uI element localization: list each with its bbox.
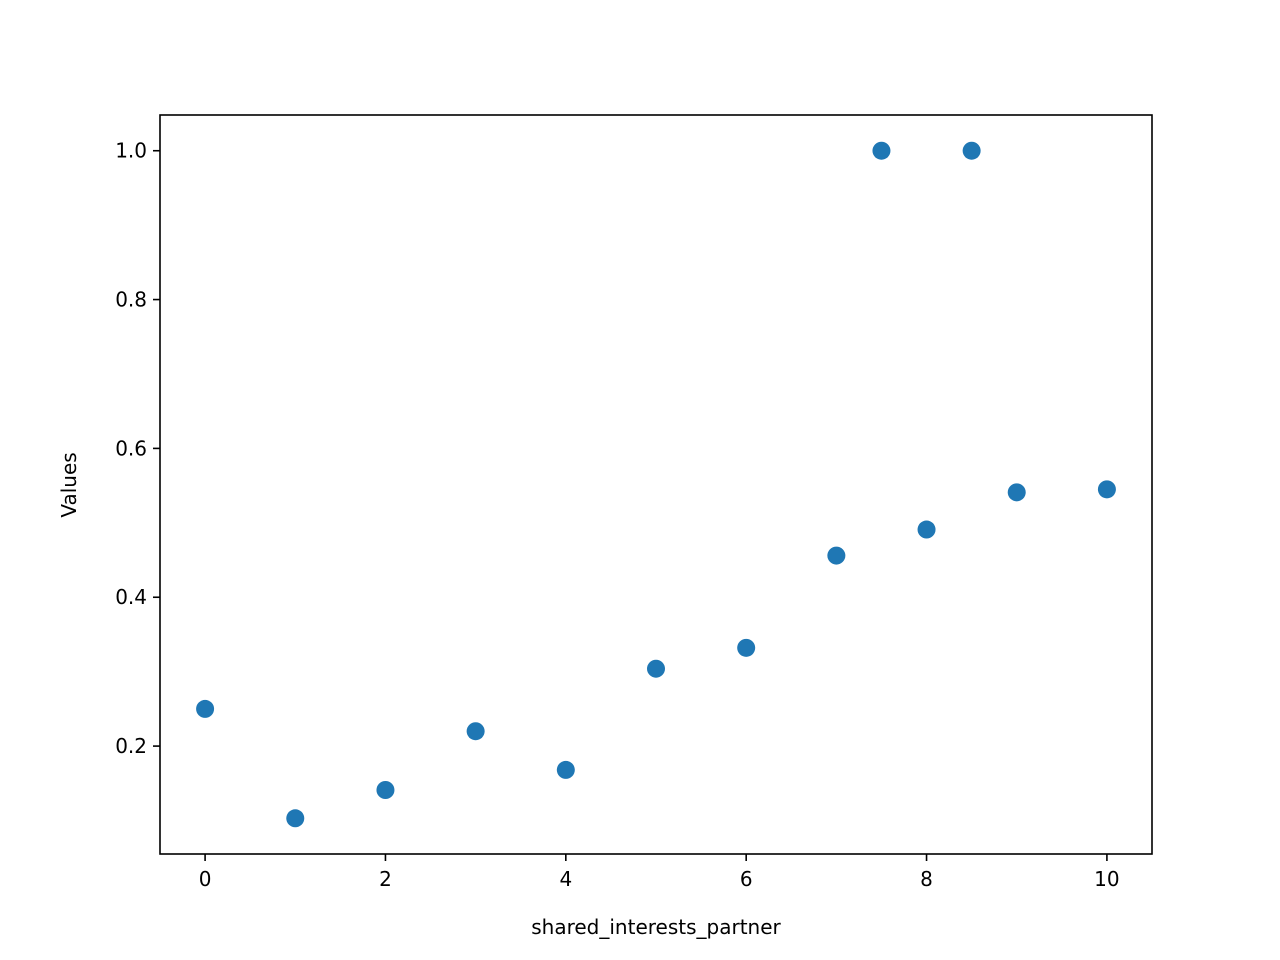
x-axis: 0 2 4 6 8 10 bbox=[199, 854, 1120, 891]
plot-area-frame bbox=[159, 114, 1153, 855]
x-tick-label: 10 bbox=[1094, 867, 1119, 891]
data-point bbox=[647, 659, 665, 678]
y-axis: 0.2 0.4 0.6 0.8 1.0 bbox=[115, 139, 160, 758]
data-point bbox=[376, 780, 395, 799]
x-tick-label: 2 bbox=[379, 867, 392, 891]
data-point bbox=[196, 699, 215, 718]
data-points bbox=[196, 141, 1116, 828]
data-point bbox=[1097, 480, 1116, 499]
y-tick-label: 0.8 bbox=[115, 288, 147, 312]
y-tick-label: 0.6 bbox=[115, 436, 147, 460]
data-point bbox=[962, 141, 981, 160]
data-point bbox=[466, 722, 485, 741]
data-point bbox=[286, 809, 305, 828]
x-tick-label: 8 bbox=[920, 867, 933, 891]
data-point bbox=[1007, 483, 1026, 502]
x-axis-title: shared_interests_partner bbox=[531, 915, 781, 939]
x-tick-label: 6 bbox=[740, 867, 753, 891]
y-tick-label: 1.0 bbox=[115, 139, 147, 163]
y-tick-label: 0.4 bbox=[115, 585, 147, 609]
data-point bbox=[872, 141, 891, 160]
x-tick-label: 4 bbox=[559, 867, 572, 891]
data-point bbox=[917, 520, 936, 539]
data-point bbox=[737, 638, 756, 657]
data-point bbox=[556, 760, 575, 779]
y-axis-title: Values bbox=[57, 452, 81, 517]
x-tick-label: 0 bbox=[199, 867, 212, 891]
y-tick-label: 0.2 bbox=[115, 734, 147, 758]
data-point bbox=[827, 546, 846, 565]
